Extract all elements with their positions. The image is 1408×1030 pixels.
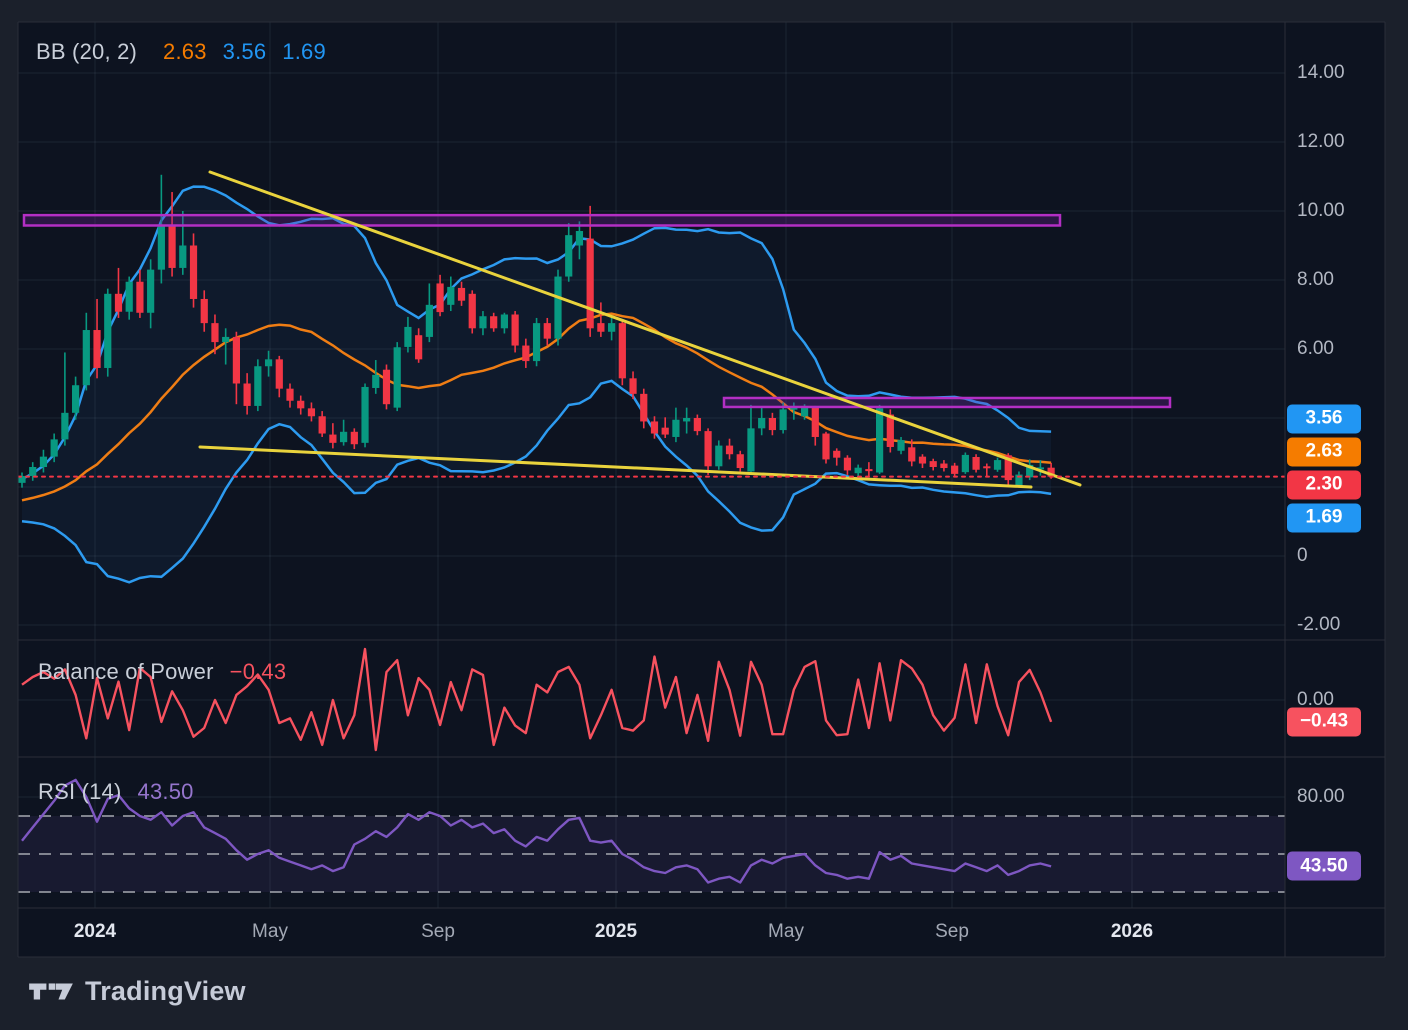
price-tick--2.00: -2.00 <box>1297 614 1341 635</box>
price-tick-0: 0 <box>1297 545 1308 566</box>
price-tick-8.00: 8.00 <box>1297 269 1334 290</box>
rsi-legend[interactable]: RSI (14) 43.50 <box>38 779 194 805</box>
tradingview-logo-text: TradingView <box>85 976 246 1006</box>
bb-legend[interactable]: BB (20, 2) 2.63 3.56 1.69 <box>36 39 326 65</box>
tradingview-logo[interactable]: TradingView <box>28 976 246 1007</box>
price-tick-6.00: 6.00 <box>1297 338 1334 359</box>
time-label-2025: 2025 <box>594 921 638 942</box>
time-label-2026: 2026 <box>1110 921 1154 942</box>
price-tick-12.00: 12.00 <box>1297 131 1345 152</box>
bb-lower-band-line <box>21 379 1052 584</box>
bb-basis-badge[interactable]: 2.63 <box>1287 437 1361 467</box>
bb-lower-badge[interactable]: 1.69 <box>1287 503 1361 533</box>
bop-legend-value: −0.43 <box>229 659 287 684</box>
bb-basis-value: 2.63 <box>163 39 207 64</box>
candlestick-series <box>18 174 1055 488</box>
time-label-May: May <box>768 921 804 942</box>
bb-band-fill <box>22 186 1052 583</box>
rsi-legend-label: RSI (14) <box>38 779 122 804</box>
balance-of-power-pane[interactable] <box>21 647 1053 752</box>
bop-tick-0: 0.00 <box>1297 689 1334 710</box>
price-tick-10.00: 10.00 <box>1297 200 1345 221</box>
tradingview-logo-icon <box>29 983 73 1000</box>
bb-upper-value: 3.56 <box>222 39 267 64</box>
price-zone-box-2[interactable] <box>722 396 1172 409</box>
bop-legend[interactable]: Balance of Power −0.43 <box>38 659 286 685</box>
last-price-badge[interactable]: 2.30 <box>1287 470 1361 500</box>
bb-upper-band-line <box>21 185 1052 481</box>
bop-line <box>21 647 1053 752</box>
bb-upper-badge[interactable]: 3.56 <box>1287 404 1361 434</box>
trendline-1[interactable] <box>208 170 1082 487</box>
bop-legend-label: Balance of Power <box>38 659 214 684</box>
time-label-Sep: Sep <box>421 921 455 942</box>
time-label-Sep: Sep <box>935 921 969 942</box>
bb-legend-label: BB (20, 2) <box>36 39 138 64</box>
rsi-value-badge[interactable]: 43.50 <box>1287 851 1361 881</box>
time-label-May: May <box>252 921 288 942</box>
rsi-line <box>21 778 1052 884</box>
rsi-pane[interactable] <box>18 778 1285 893</box>
trendline-2[interactable] <box>198 445 1033 489</box>
price-tick-14.00: 14.00 <box>1297 62 1345 83</box>
rsi-tick-80: 80.00 <box>1297 786 1345 807</box>
price-zone-box-1[interactable] <box>22 213 1062 227</box>
bop-value-badge[interactable]: −0.43 <box>1287 707 1361 737</box>
bb-lower-value: 1.69 <box>282 39 326 64</box>
rsi-legend-value: 43.50 <box>137 779 194 804</box>
main-pane[interactable] <box>18 170 1285 584</box>
time-label-2024: 2024 <box>73 921 117 942</box>
